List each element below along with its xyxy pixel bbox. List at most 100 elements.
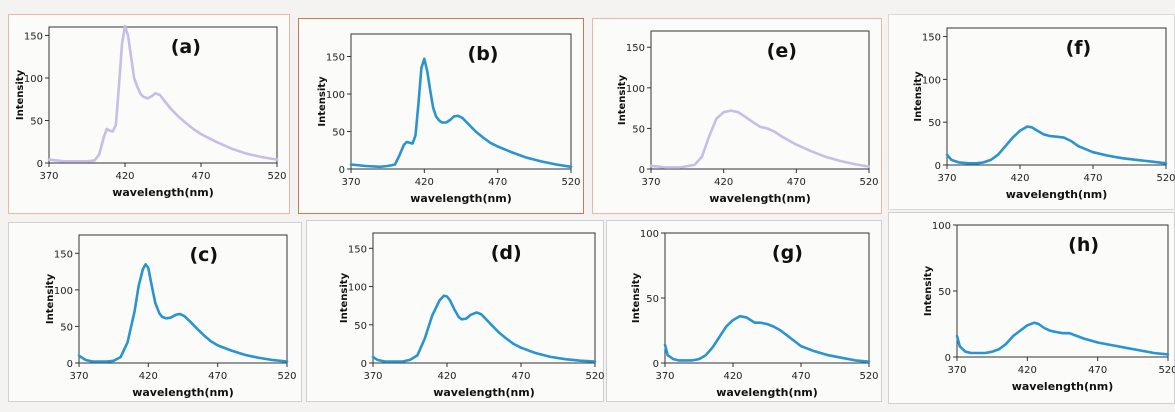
x-tick-label: 470 — [787, 177, 806, 188]
x-tick-label: 520 — [561, 177, 580, 188]
panel-label: (a) — [171, 36, 201, 58]
y-tick-label: 50 — [354, 321, 367, 332]
y-tick-label: 150 — [922, 33, 941, 44]
x-tick-label: 520 — [1156, 173, 1175, 184]
chart-svg: 0 50 100 150 370 420 470 520 wavelength(nm) Inten… — [617, 30, 879, 205]
plot-area-frame — [956, 224, 1169, 358]
x-tick-label: 520 — [1158, 365, 1175, 376]
x-tick-label: 370 — [947, 365, 966, 376]
y-axis-label: Intensity — [913, 71, 924, 122]
spectrum-line — [349, 57, 573, 169]
y-axis-label: Intensity — [631, 272, 642, 323]
x-axis-label: wavelength(nm) — [112, 186, 214, 199]
y-tick-label: 0 — [361, 359, 367, 370]
x-tick-label: 370 — [39, 171, 58, 182]
y-tick-label: 0 — [339, 165, 345, 176]
x-tick-label: 420 — [1018, 365, 1037, 376]
y-tick-label: 100 — [626, 84, 645, 95]
y-tick-label: 0 — [67, 359, 73, 370]
x-tick-label: 420 — [115, 171, 134, 182]
x-tick-label: 370 — [69, 371, 88, 382]
chart-svg: 0 50 100 150 370 420 470 520 wavelength(nm) Inten… — [317, 33, 581, 205]
x-axis-label: wavelength(nm) — [410, 192, 512, 205]
x-tick-label: 470 — [1083, 173, 1102, 184]
spectrum-line — [955, 321, 1170, 356]
y-tick-label: 50 — [646, 294, 659, 305]
x-tick-label: 370 — [641, 177, 660, 188]
panel-label: (c) — [189, 244, 218, 266]
y-tick-label: 100 — [24, 74, 43, 85]
panel-label: (g) — [772, 242, 803, 264]
y-axis-label: Intensity — [617, 74, 628, 125]
spectrum-line — [77, 262, 289, 363]
chart-panel: 0 50 100 150 370 420 470 520 wavelength(nm) Inten… — [306, 220, 605, 402]
x-tick-label: 370 — [341, 177, 360, 188]
spectrum-line — [649, 109, 871, 169]
x-tick-label: 520 — [277, 371, 296, 382]
chart-svg: 0 50 100 370 420 470 520 wavelength(nm) Intensit… — [631, 229, 879, 399]
chart-svg: 0 50 100 150 370 420 470 520 wavelength(nm) Inten… — [45, 234, 297, 399]
plot-area-frame — [372, 232, 596, 364]
y-tick-label: 100 — [348, 283, 367, 294]
spectrum-line — [371, 294, 597, 363]
x-tick-label: 470 — [1088, 365, 1107, 376]
panel-label: (f) — [1066, 37, 1092, 59]
plot-area-frame — [48, 26, 278, 164]
x-tick-label: 520 — [859, 177, 878, 188]
chart-panel: 0 50 100 150 370 420 470 520 wavelength(nm) Inten… — [888, 14, 1175, 210]
x-tick-label: 420 — [1010, 173, 1029, 184]
x-axis-label: wavelength(nm) — [709, 192, 811, 205]
x-tick-label: 520 — [267, 171, 286, 182]
x-tick-label: 520 — [585, 371, 604, 382]
panel-label: (e) — [767, 40, 797, 62]
y-axis-label: Intensity — [15, 69, 26, 120]
spectrum-line — [47, 24, 279, 163]
x-axis-label: wavelength(nm) — [132, 386, 234, 399]
x-tick-label: 420 — [714, 177, 733, 188]
y-tick-label: 150 — [24, 32, 43, 43]
y-tick-label: 50 — [332, 128, 345, 139]
y-tick-label: 150 — [626, 43, 645, 54]
chart-panel: 0 50 100 150 370 420 470 520 wavelength(nm) Inten… — [592, 18, 882, 214]
x-tick-label: 520 — [859, 371, 878, 382]
x-axis-label: wavelength(nm) — [433, 386, 535, 399]
y-tick-label: 150 — [54, 249, 73, 260]
y-tick-label: 0 — [653, 359, 659, 370]
chart-panel: 0 50 100 370 420 470 520 wavelength(nm) Intensit… — [606, 220, 882, 402]
panel-label: (b) — [468, 43, 499, 65]
y-tick-label: 0 — [37, 159, 43, 170]
x-tick-label: 470 — [208, 371, 227, 382]
x-tick-label: 420 — [415, 177, 434, 188]
y-tick-label: 100 — [326, 90, 345, 101]
x-tick-label: 470 — [191, 171, 210, 182]
x-tick-label: 420 — [437, 371, 456, 382]
x-tick-label: 370 — [655, 371, 674, 382]
plot-area-frame — [650, 30, 870, 170]
x-tick-label: 370 — [363, 371, 382, 382]
plot-area-frame — [350, 33, 572, 170]
plot-area-frame — [664, 232, 870, 364]
x-tick-label: 470 — [791, 371, 810, 382]
chart-panel: 0 50 100 150 370 420 470 520 wavelength(nm) Inten… — [8, 222, 302, 402]
y-tick-label: 50 — [928, 118, 941, 129]
x-tick-label: 470 — [488, 177, 507, 188]
chart-panel: 0 50 100 150 370 420 470 520 wavelength(nm) Inten… — [8, 14, 290, 214]
x-tick-label: 420 — [723, 371, 742, 382]
y-tick-label: 0 — [639, 165, 645, 176]
y-tick-label: 0 — [945, 353, 951, 364]
plot-area-frame — [78, 234, 288, 364]
x-tick-label: 370 — [937, 173, 956, 184]
panel-label: (h) — [1068, 234, 1099, 256]
y-tick-label: 50 — [938, 287, 951, 298]
x-tick-label: 420 — [139, 371, 158, 382]
x-axis-label: wavelength(nm) — [716, 386, 818, 399]
chart-svg: 0 50 100 150 370 420 470 520 wavelength(nm) Inten… — [15, 24, 287, 199]
panel-label: (d) — [491, 242, 522, 264]
y-axis-label: Intensity — [45, 273, 56, 324]
y-tick-label: 100 — [932, 221, 951, 232]
y-tick-label: 100 — [54, 286, 73, 297]
y-tick-label: 150 — [348, 244, 367, 255]
y-axis-label: Intensity — [317, 76, 328, 127]
spectrum-line — [945, 125, 1168, 165]
y-tick-label: 100 — [640, 229, 659, 240]
